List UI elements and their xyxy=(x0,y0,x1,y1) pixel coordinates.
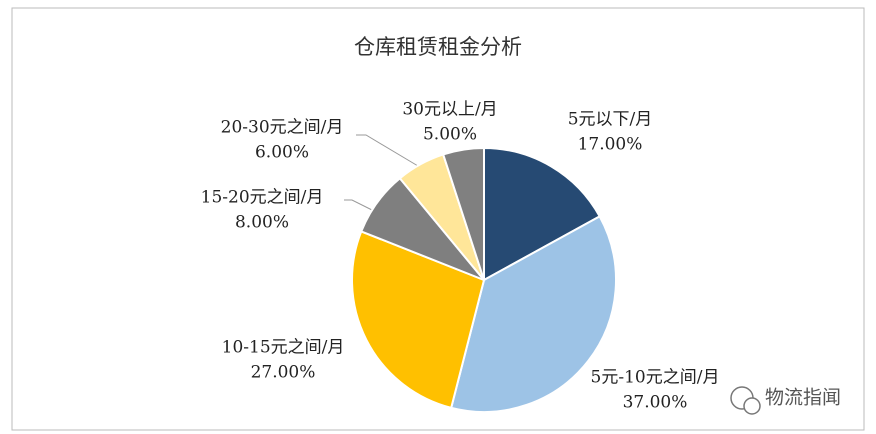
value-label: 5.00% xyxy=(423,125,477,145)
leader-line xyxy=(356,134,419,167)
pie-slice xyxy=(351,230,486,410)
value-label: 8.00% xyxy=(235,213,289,233)
category-label: 15-20元之间/月 xyxy=(201,188,324,208)
pie-slice xyxy=(449,215,617,413)
category-label: 20-30元之间/月 xyxy=(221,118,344,138)
category-label: 5元-10元之间/月 xyxy=(591,368,720,388)
watermark-icon xyxy=(730,386,761,415)
value-label: 6.00% xyxy=(255,143,309,163)
value-label: 27.00% xyxy=(251,363,316,383)
category-label: 5元以下/月 xyxy=(568,110,653,130)
watermark: 物流指闻 xyxy=(765,387,841,409)
value-label: 17.00% xyxy=(578,135,643,155)
pie-slice xyxy=(483,146,602,282)
category-label: 30元以上/月 xyxy=(402,100,497,120)
leader-line xyxy=(344,199,373,211)
category-label: 10-15元之间/月 xyxy=(222,338,345,358)
chart-title: 仓库租赁租金分析 xyxy=(354,35,522,59)
value-label: 37.00% xyxy=(623,393,688,413)
leader-lines xyxy=(344,134,419,211)
pie-slice xyxy=(441,146,485,281)
